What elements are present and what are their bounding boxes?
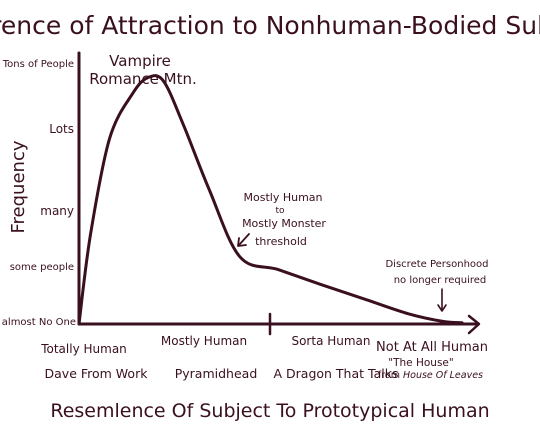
annotation-text: to [275, 206, 285, 216]
x-axis-title: Resemlence Of Subject To Prototypical Hu… [50, 400, 489, 422]
annotation-text: no longer required [394, 275, 487, 286]
x-tick-label: Totally Human [40, 342, 127, 356]
x-category-labels: Totally Human Dave From Work Mostly Huma… [40, 334, 488, 381]
y-tick-label: almost No One [2, 317, 76, 328]
annotation-arrowhead [237, 237, 247, 247]
annotation-arrow [238, 233, 250, 246]
x-tick-label: Not At All Human [376, 340, 488, 355]
x-example-label: Dave From Work [45, 366, 149, 381]
x-tick-label: Sorta Human [291, 334, 370, 348]
x-example-label: A Dragon That Talks [274, 366, 399, 381]
x-example-label: from [378, 370, 400, 381]
annotation-text: Mostly Monster [242, 217, 326, 230]
annotation-text: Mostly Human [244, 191, 323, 204]
annotation-text: Discrete Personhood [385, 259, 488, 270]
y-tick-labels: Tons of People Lots many some people alm… [2, 59, 76, 328]
x-axis-arrowhead [467, 314, 481, 335]
y-tick-label: Tons of People [2, 59, 74, 70]
annotation-peak: Vampire Romance Mtn. [89, 52, 197, 88]
x-example-label: Pyramidhead [175, 366, 258, 381]
x-example-label: "The House" [388, 357, 453, 369]
annotation-text: Romance Mtn. [89, 70, 197, 88]
chart-title: Occurence of Attraction to Nonhuman-Bodi… [0, 11, 540, 40]
annotation-text: threshold [255, 235, 307, 248]
y-tick-label: Lots [49, 122, 74, 136]
annotation-arrowhead [437, 304, 447, 312]
x-tick-label: Mostly Human [161, 334, 247, 348]
annotation-discrete: Discrete Personhood no longer required [385, 259, 489, 312]
y-tick-label: many [40, 204, 74, 218]
y-axis-title: Frequency [8, 140, 29, 233]
series-line [77, 74, 464, 326]
axes [77, 51, 481, 336]
x-example-label: House Of Leaves [403, 370, 483, 381]
y-tick-label: some people [10, 262, 74, 273]
annotation-threshold: Mostly Human to Mostly Monster threshold [237, 191, 326, 248]
annotation-text: Vampire [109, 52, 171, 70]
